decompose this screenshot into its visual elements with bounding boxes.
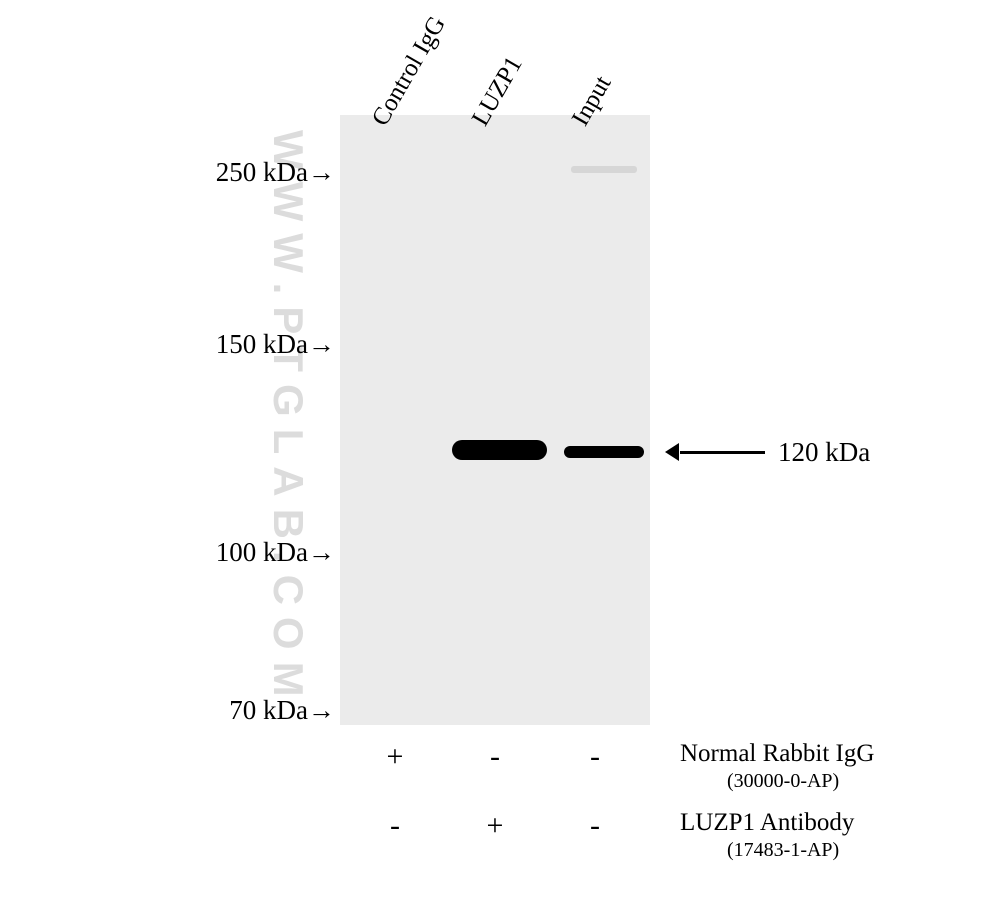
mw-marker-2: 100 kDa→ [0,537,335,568]
target-label-120: 120 kDa [778,437,870,468]
cond-r1-sub: (30000-0-AP) [727,770,839,793]
faint-band-input-250 [571,166,637,173]
cond-r2-c2: + [480,809,510,843]
lane-label-control-igg: Control IgG [367,12,452,131]
cond-r1-c2: - [480,740,510,774]
target-arrow-line [680,451,765,454]
watermark: WWW.PTGLAB.COM [264,130,312,709]
band-input-120 [564,446,644,458]
cond-r1-c1: + [380,740,410,774]
mw-marker-0: 250 kDa→ [0,157,335,188]
mw-marker-1: 150 kDa→ [0,329,335,360]
cond-r2-c1: - [380,809,410,843]
band-luzp1-120 [452,440,547,460]
target-arrow-head [665,443,679,461]
cond-r2-sub: (17483-1-AP) [727,839,839,862]
cond-r2-name: LUZP1 Antibody [680,809,854,837]
cond-r1-name: Normal Rabbit IgG [680,740,874,768]
blot-membrane [340,115,650,725]
mw-marker-3: 70 kDa→ [0,695,335,726]
figure-container: WWW.PTGLAB.COM Control IgG LUZP1 Input 2… [0,0,1000,903]
cond-r1-c3: - [580,740,610,774]
cond-r2-c3: - [580,809,610,843]
